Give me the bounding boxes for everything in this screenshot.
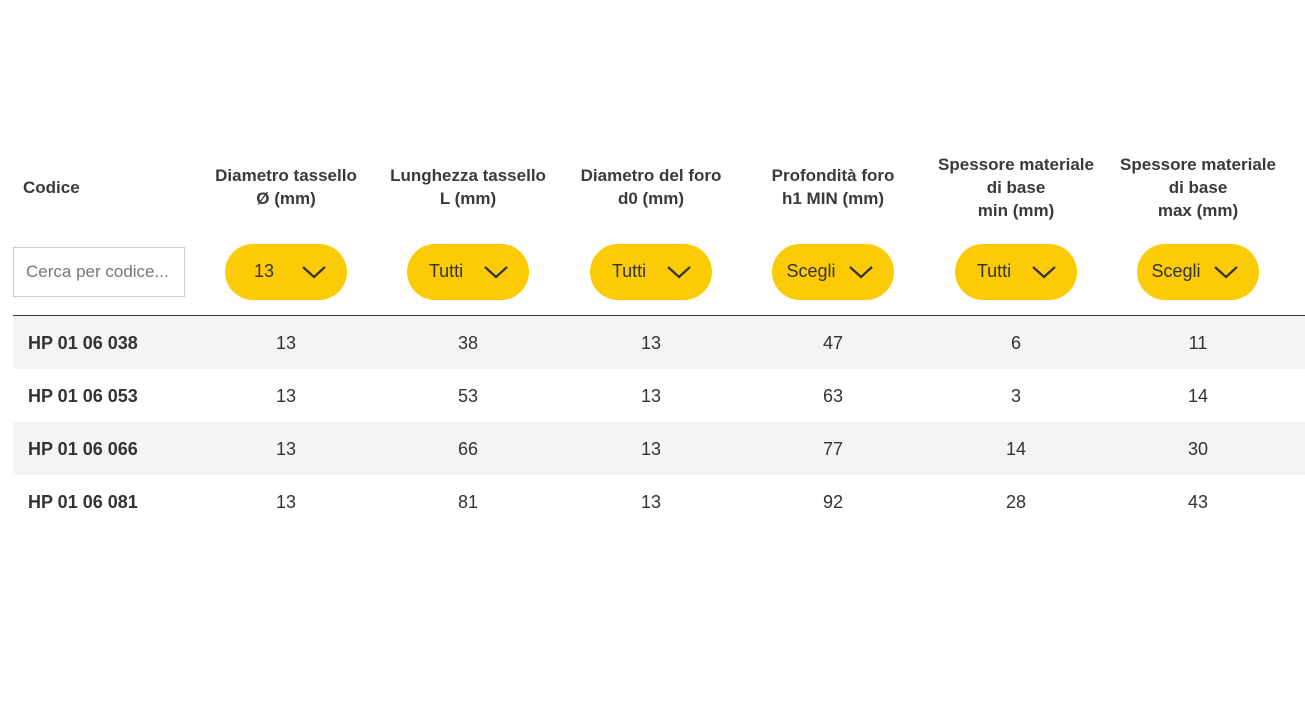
table-cell: HP 01 06 038 [28,333,138,353]
table-cell: 13 [275,439,297,459]
column-header: Spessore materiale di base max (mm) [1108,153,1288,222]
table-cell: 13 [275,492,297,512]
table-cell: 66 [457,439,479,459]
chevron-path [667,266,691,279]
header-line: Spessore materiale [938,154,1094,174]
header-line: h1 MIN (mm) [782,189,884,208]
filter-value: Tutti [428,261,464,281]
table-row: HP 01 06 066 13 66 13 77 14 30 [13,422,1305,475]
table-cell: 3 [1010,386,1021,406]
table-cell: 77 [822,439,844,459]
filter-dropdown[interactable]: 13 [225,244,347,300]
table-cell: 81 [457,492,479,512]
chevron-path [484,266,508,279]
header-line: Diametro tassello [215,166,357,185]
chevron [1214,266,1238,279]
filter-value: Tutti [976,261,1012,281]
table-row: HP 01 06 038 13 38 13 47 6 11 [13,316,1305,369]
header-line: Spessore materiale [1120,154,1276,174]
header-line: di base [986,177,1046,197]
table-cell: HP 01 06 053 [28,386,138,406]
header-line: L (mm) [439,189,497,208]
header-rule [13,315,1305,316]
filter-dropdown[interactable]: Tutti [590,244,712,300]
header-line: d0 (mm) [617,189,685,208]
filter-value: 13 [253,261,275,281]
table-cell: 53 [457,386,479,406]
table-cell: 13 [640,492,662,512]
table-cell: 14 [1005,439,1027,459]
table-cell: 30 [1187,439,1209,459]
filter-dropdown[interactable]: Tutti [955,244,1077,300]
search-input[interactable]: Cerca per codice... [13,247,185,297]
table-cell: 28 [1005,492,1027,512]
header-line: Ø (mm) [256,189,316,208]
table-cell: HP 01 06 066 [28,439,138,459]
table-cell: 47 [822,333,844,353]
header-line: min (mm) [977,200,1055,220]
table-cell: 43 [1187,492,1209,512]
chevron-path [302,266,326,279]
chevron-path [1214,266,1238,279]
table-cell: 38 [457,333,479,353]
header-line: Profondità foro [771,166,895,185]
column-header: Diametro del foro d0 (mm) [561,164,741,210]
header-line: Codice [23,177,80,197]
chevron-path [1032,266,1056,279]
table-cell: 13 [640,439,662,459]
table-cell: 6 [1010,333,1021,353]
table-row: HP 01 06 081 13 81 13 92 28 43 [13,475,1305,528]
filter-value: Scegli [786,261,836,281]
table-cell: 13 [640,333,662,353]
search-placeholder: Cerca per codice... [26,262,169,281]
header-line: Lunghezza tassello [390,166,546,185]
filter-dropdown[interactable]: Scegli [1137,244,1259,300]
column-header: Diametro tassello Ø (mm) [196,164,376,210]
column-header: Codice [23,176,203,199]
table-cell: 11 [1188,333,1208,353]
table-row: HP 01 06 053 13 53 13 63 3 14 [13,369,1305,422]
chevron [849,266,873,279]
header-line: Diametro del foro [580,166,722,185]
filter-value: Tutti [611,261,647,281]
chevron [1032,266,1056,279]
table-cell: 13 [275,333,297,353]
chevron [484,266,508,279]
column-header: Spessore materiale di base min (mm) [926,153,1106,222]
header-line: max (mm) [1157,200,1239,220]
table-cell: 14 [1187,386,1209,406]
table-cell: HP 01 06 081 [28,492,138,512]
table-cell: 13 [640,386,662,406]
column-header: Lunghezza tassello L (mm) [378,164,558,210]
filter-dropdown[interactable]: Scegli [772,244,894,300]
table-cell: 13 [275,386,297,406]
filter-dropdown[interactable]: Tutti [407,244,529,300]
column-header: Profondità foro h1 MIN (mm) [743,164,923,210]
chevron [667,266,691,279]
chevron-path [849,266,873,279]
table-cell: 92 [822,492,844,512]
chevron [302,266,326,279]
table-cell: 63 [822,386,844,406]
filter-value: Scegli [1151,261,1201,281]
header-line: di base [1168,177,1228,197]
